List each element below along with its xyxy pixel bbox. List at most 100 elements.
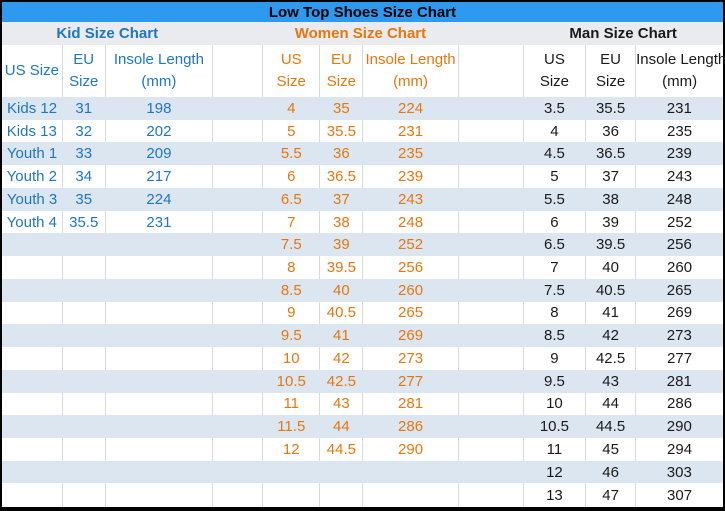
man-insole-cell: 290 (635, 415, 724, 439)
kid-us-cell (1, 392, 63, 416)
spacer-cell (212, 233, 263, 257)
kid-insole-cell (105, 460, 213, 484)
kid-insole-cell: 202 (105, 119, 214, 143)
man-us-cell: 5.5 (523, 187, 586, 211)
man-eu-cell: 35.5 (585, 97, 636, 120)
kid-insole-cell (105, 438, 214, 461)
kid-insole-cell (105, 347, 214, 370)
table-row: 8.5 40 260 7.5 40.5 265 (1, 278, 724, 302)
women-us-cell: 11 (262, 392, 321, 416)
women-us-cell: 8 (262, 256, 321, 279)
spacer-cell (212, 22, 263, 45)
women-insole-cell: 239 (362, 165, 459, 188)
kid-us-cell: Youth 1 (1, 142, 63, 166)
man-insole-cell: 235 (635, 119, 724, 143)
spacer-cell (212, 301, 264, 325)
spacer-cell (458, 483, 524, 509)
women-insole-cell: 277 (362, 369, 459, 393)
women-insole-cell: 248 (362, 210, 459, 234)
kid-insole-cell (105, 233, 213, 257)
man-us-cell: 8 (523, 301, 587, 325)
kid-us-cell (1, 324, 63, 348)
women-insole-length-header: Insole Length (mm) (362, 45, 459, 97)
table-row: 12 46 303 (1, 460, 724, 484)
kid-eu-cell (62, 369, 106, 393)
man-us-cell: 9 (523, 347, 587, 370)
man-eu-cell: 40 (585, 256, 637, 279)
man-us-cell: 7.5 (523, 278, 586, 302)
kid-eu-cell (62, 460, 106, 484)
man-eu-cell: 44 (585, 392, 637, 416)
man-eu-cell: 40.5 (585, 278, 636, 302)
kid-insole-cell (105, 324, 213, 348)
man-eu-cell: 42 (585, 324, 636, 348)
spacer-cell (212, 119, 264, 143)
women-us-cell (262, 483, 321, 509)
spacer-cell (212, 97, 263, 120)
spacer-cell (212, 369, 263, 393)
man-eu-cell: 36 (585, 119, 637, 143)
women-insole-cell: 231 (362, 119, 459, 143)
section-title-man: Man Size Chart (523, 22, 724, 45)
kid-insole-cell (105, 483, 214, 509)
table-row: 11.5 44 286 10.5 44.5 290 (1, 415, 724, 439)
kid-eu-cell (62, 278, 106, 302)
man-insole-cell: 239 (635, 142, 724, 166)
man-eu-cell: 45 (585, 438, 637, 461)
man-us-size-header: US Size (523, 45, 587, 97)
women-us-cell: 9 (262, 301, 321, 325)
women-eu-cell: 41 (319, 324, 363, 348)
man-eu-cell: 46 (585, 460, 636, 484)
women-eu-cell: 36.5 (319, 165, 364, 188)
man-us-cell: 6 (523, 210, 587, 234)
kid-insole-cell: 198 (105, 97, 213, 120)
kid-insole-cell: 231 (105, 210, 214, 234)
spacer-cell (458, 460, 524, 484)
spacer-cell (212, 187, 263, 211)
women-us-cell: 9.5 (262, 324, 320, 348)
spacer-cell (458, 438, 524, 461)
section-header-row: Kid Size Chart Women Size Chart Man Size… (1, 22, 724, 45)
women-eu-size-header: EU Size (319, 45, 364, 97)
women-insole-cell (362, 483, 459, 509)
kid-insole-cell (105, 369, 213, 393)
kid-eu-cell: 34 (62, 165, 106, 188)
spacer-cell (458, 187, 524, 211)
women-us-cell: 7 (262, 210, 321, 234)
spacer-cell (458, 22, 524, 45)
women-insole-cell: 224 (362, 97, 459, 120)
women-us-cell: 5 (262, 119, 321, 143)
man-insole-cell: 307 (635, 483, 724, 509)
man-eu-cell: 44.5 (585, 415, 636, 439)
kid-insole-cell: 209 (105, 142, 213, 166)
man-eu-cell: 47 (585, 483, 637, 509)
kid-us-cell: Kids 13 (1, 119, 63, 143)
women-eu-cell: 42.5 (319, 369, 363, 393)
spacer-cell (458, 278, 524, 302)
women-us-cell: 6 (262, 165, 321, 188)
man-us-cell: 11 (523, 438, 587, 461)
man-eu-cell: 36.5 (585, 142, 636, 166)
women-us-cell: 4 (262, 97, 320, 120)
spacer-cell (458, 165, 524, 188)
kid-insole-cell (105, 256, 214, 279)
spacer-cell (212, 165, 264, 188)
women-us-cell: 12 (262, 438, 321, 461)
man-insole-cell: 273 (635, 324, 724, 348)
spacer-cell (212, 415, 263, 439)
table-row: Kids 13 32 202 5 35.5 231 4 36 235 (1, 119, 724, 143)
kid-us-cell: Kids 12 (1, 97, 63, 120)
women-insole-cell: 256 (362, 256, 459, 279)
spacer-cell (458, 347, 524, 370)
women-insole-cell: 252 (362, 233, 459, 257)
kid-us-cell (1, 278, 63, 302)
spacer-cell (458, 97, 524, 120)
spacer-cell (458, 256, 524, 279)
table-row: Youth 2 34 217 6 36.5 239 5 37 243 (1, 165, 724, 188)
man-insole-cell: 248 (635, 187, 724, 211)
kid-eu-cell: 35.5 (62, 210, 106, 234)
kid-us-cell: Youth 4 (1, 210, 63, 234)
kid-us-cell (1, 460, 63, 484)
kid-insole-cell: 217 (105, 165, 214, 188)
